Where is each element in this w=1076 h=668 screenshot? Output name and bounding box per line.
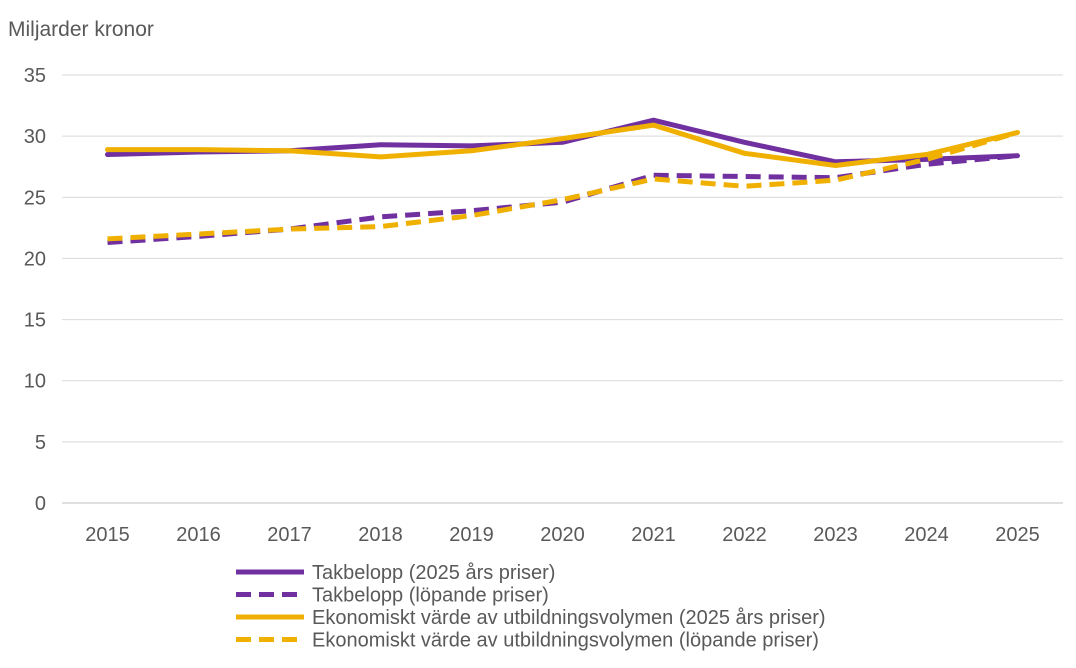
legend-label: Ekonomiskt värde av utbildningsvolymen (… xyxy=(312,607,826,629)
series-lines xyxy=(105,117,1020,245)
x-tick-label: 2022 xyxy=(722,524,767,546)
y-tick-label: 35 xyxy=(24,65,46,87)
x-axis-ticks: 2015 2016 2017 2018 2019 2020 2021 2022 2023 2024… xyxy=(85,524,1040,546)
y-tick-label: 5 xyxy=(35,432,46,454)
series-line-2 xyxy=(107,153,1018,245)
x-tick-label: 2024 xyxy=(904,524,949,546)
x-tick-label: 2021 xyxy=(631,524,676,546)
x-tick-label: 2023 xyxy=(813,524,858,546)
x-tick-label: 2017 xyxy=(267,524,312,546)
x-tick-label: 2015 xyxy=(85,524,130,546)
y-tick-label: 0 xyxy=(35,493,46,515)
y-axis-ticks: 0 5 10 15 20 25 30 35 xyxy=(24,65,46,515)
y-tick-label: 30 xyxy=(24,126,46,148)
legend-label: Takbelopp (löpande priser) xyxy=(312,585,549,607)
y-tick-label: 20 xyxy=(24,248,46,270)
y-tick-label: 25 xyxy=(24,187,46,209)
legend: Takbelopp (2025 års priser)Takbelopp (lö… xyxy=(236,562,826,652)
y-tick-label: 10 xyxy=(24,371,46,393)
x-tick-label: 2020 xyxy=(540,524,585,546)
y-axis-label: Miljarder kronor xyxy=(8,18,154,41)
grid-lines xyxy=(62,74,1063,504)
x-tick-label: 2025 xyxy=(995,524,1040,546)
legend-label: Ekonomiskt värde av utbildningsvolymen (… xyxy=(312,630,819,652)
x-tick-label: 2018 xyxy=(358,524,403,546)
x-tick-label: 2016 xyxy=(176,524,221,546)
series-line-4 xyxy=(107,130,1019,242)
y-tick-label: 15 xyxy=(24,310,46,332)
series-line-3 xyxy=(105,122,1020,168)
x-tick-label: 2019 xyxy=(449,524,494,546)
legend-label: Takbelopp (2025 års priser) xyxy=(312,562,555,584)
